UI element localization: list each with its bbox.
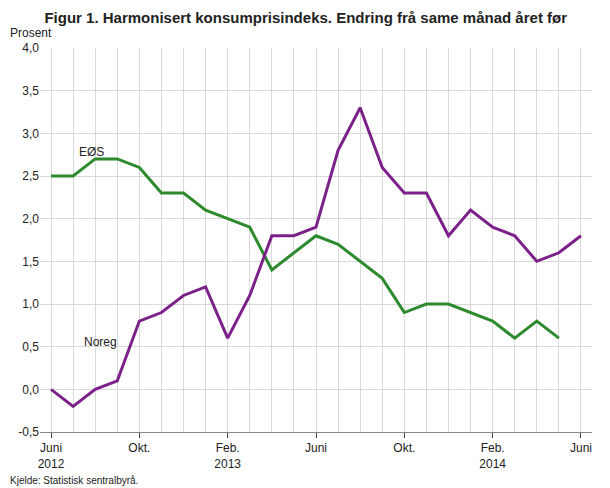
svg-text:Kjelde: Statistisk sentralbyrå: Kjelde: Statistisk sentralbyrå. [10,475,138,486]
svg-text:EØS: EØS [79,145,104,159]
svg-text:2,5: 2,5 [22,169,39,183]
svg-text:Okt.: Okt. [393,441,415,455]
svg-text:0,0: 0,0 [22,383,39,397]
svg-text:2,0: 2,0 [22,212,39,226]
svg-text:Juni: Juni [570,441,592,455]
svg-text:Feb.2013: Feb.2013 [214,441,241,471]
svg-text:1,5: 1,5 [22,255,39,269]
svg-text:-0,5: -0,5 [18,425,39,439]
svg-text:Prosent: Prosent [10,26,52,40]
svg-text:0,5: 0,5 [22,340,39,354]
svg-text:Juni: Juni [305,441,327,455]
svg-text:3,5: 3,5 [22,84,39,98]
svg-text:Noreg: Noreg [84,335,117,349]
svg-text:Feb.2014: Feb.2014 [479,441,506,471]
svg-text:1,0: 1,0 [22,297,39,311]
svg-text:3,0: 3,0 [22,127,39,141]
svg-text:4,0: 4,0 [22,41,39,55]
svg-text:Juni2012: Juni2012 [38,441,65,471]
svg-text:Okt.: Okt. [128,441,150,455]
svg-text:Figur 1. Harmonisert konsumpri: Figur 1. Harmonisert konsumprisindeks. E… [44,9,567,26]
